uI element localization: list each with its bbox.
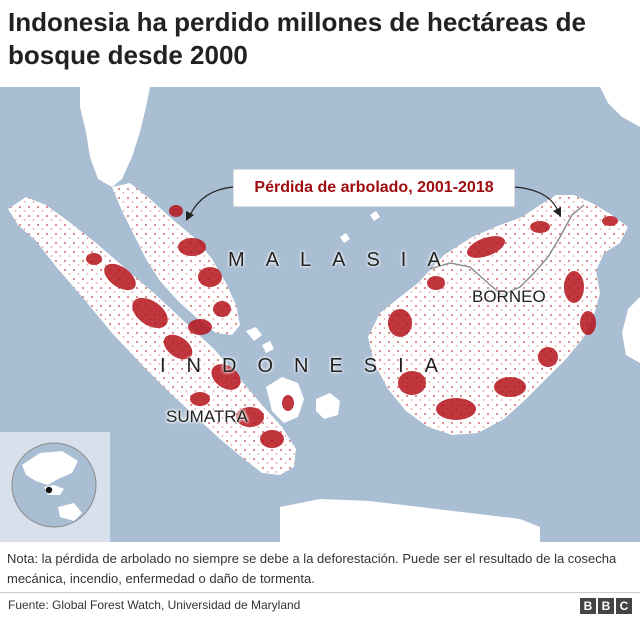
peninsula-north-landmass bbox=[80, 87, 150, 187]
footer-divider bbox=[0, 592, 640, 593]
natuna-islands bbox=[340, 211, 380, 243]
callout-arrow-right-head bbox=[553, 207, 561, 217]
java-landmass bbox=[280, 499, 540, 542]
philippines-edge bbox=[600, 87, 640, 127]
belitung-island bbox=[316, 393, 340, 419]
callout-arrow-left bbox=[189, 186, 234, 216]
loss-cluster-group bbox=[86, 205, 618, 448]
callout-arrow-right bbox=[514, 186, 559, 212]
loss-speckle-overlay bbox=[8, 183, 628, 475]
region-label-borneo: BORNEO bbox=[472, 287, 546, 306]
source-credit: Fuente: Global Forest Watch, Universidad… bbox=[8, 598, 301, 612]
bbc-logo-letter: B bbox=[580, 598, 596, 614]
country-label-indonesia: INDONESIA bbox=[160, 355, 460, 377]
callout-arrow-left-head bbox=[186, 211, 194, 221]
bbc-logo-letter: C bbox=[616, 598, 632, 614]
footnote: Nota: la pérdida de arbolado no siempre … bbox=[7, 551, 617, 586]
bbc-logo: B B C bbox=[580, 598, 632, 614]
country-label-malaysia: MALASIA bbox=[228, 249, 462, 271]
locator-globe bbox=[0, 432, 110, 542]
chart-title: Indonesia ha perdido millones de hectáre… bbox=[8, 7, 586, 70]
borneo-border-line bbox=[429, 204, 585, 296]
region-label-sumatra: SUMATRA bbox=[166, 407, 248, 426]
sulawesi-edge-landmass bbox=[622, 297, 640, 363]
bbc-logo-letter: B bbox=[598, 598, 614, 614]
map-canvas bbox=[0, 87, 640, 542]
callout-label: Pérdida de arbolado, 2001-2018 bbox=[233, 169, 515, 207]
riau-islands bbox=[246, 327, 274, 353]
forest-loss-map: Pérdida de arbolado, 2001-2018 MALASIA I… bbox=[0, 87, 640, 542]
